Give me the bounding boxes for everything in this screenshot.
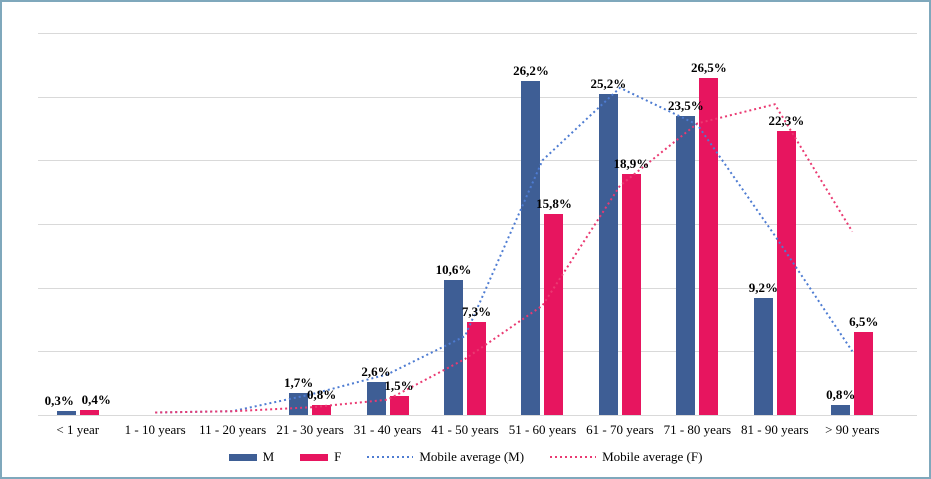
- bar-f: [79, 409, 99, 415]
- bars-layer: [39, 33, 891, 415]
- bar-m: [521, 81, 541, 415]
- legend-item-f: F: [300, 449, 341, 465]
- bar-m: [676, 115, 696, 415]
- bar-m: [443, 280, 463, 415]
- bar-f: [544, 213, 564, 415]
- x-axis-label: 61 - 70 years: [586, 422, 654, 437]
- bar-m: [753, 297, 773, 415]
- x-axis-label: < 1 year: [56, 422, 100, 437]
- bar-group: [349, 33, 426, 415]
- legend-dotted-line-icon-f: [550, 456, 597, 458]
- bar-group: [814, 33, 891, 415]
- bar-f: [854, 332, 874, 415]
- x-axis-label: 31 - 40 years: [353, 422, 422, 437]
- x-axis-label: > 90 years: [825, 422, 880, 437]
- bar-f: [621, 174, 641, 415]
- x-axis-label: 51 - 60 years: [508, 422, 577, 437]
- legend-label-mobile-average-m: Mobile average (M): [419, 449, 525, 464]
- bar-f: [389, 395, 409, 415]
- x-axis-line: [38, 415, 917, 416]
- bar-m: [598, 94, 618, 415]
- bar-group: [271, 33, 348, 415]
- bar-m: [831, 404, 851, 415]
- bar-f: [312, 404, 332, 415]
- legend-item-mobile-average-f: Mobile average (F): [550, 449, 702, 465]
- bar-group: [581, 33, 658, 415]
- bar-group: [116, 33, 193, 415]
- x-axis-label: 81 - 90 years: [741, 422, 809, 437]
- bar-f: [776, 131, 796, 415]
- bar-group: [504, 33, 581, 415]
- x-axis-label: 1 - 10 years: [124, 422, 186, 437]
- legend-label-f: F: [334, 449, 342, 464]
- x-axis-label: 71 - 80 years: [663, 422, 732, 437]
- x-axis-labels: < 1 year 1 - 10 years 11 - 20 years 21 - 30…: [39, 422, 891, 438]
- legend-label-m: M: [262, 449, 275, 464]
- legend-label-mobile-average-f: Mobile average (F): [602, 449, 703, 464]
- legend: M F Mobile average (M) Mobile average (F): [2, 449, 929, 465]
- bar-group: [736, 33, 813, 415]
- gridline: [38, 33, 917, 34]
- x-axis-label: 21 - 30 years: [276, 422, 344, 437]
- legend-swatch-icon-m: [228, 453, 257, 461]
- bar-group: [39, 33, 116, 415]
- bar-group: [194, 33, 271, 415]
- bar-m: [289, 393, 309, 415]
- bar-m: [56, 411, 76, 415]
- x-axis-label: 41 - 50 years: [431, 422, 499, 437]
- bar-f: [466, 322, 486, 415]
- bar-group: [659, 33, 736, 415]
- bar-group: [426, 33, 503, 415]
- legend-swatch-icon-f: [300, 453, 329, 461]
- legend-item-m: M: [228, 449, 275, 465]
- bar-m: [366, 381, 386, 415]
- bar-f: [699, 77, 719, 415]
- legend-item-mobile-average-m: Mobile average (M): [367, 449, 524, 465]
- legend-dotted-line-icon-m: [367, 456, 414, 458]
- x-axis-label: 11 - 20 years: [199, 422, 267, 437]
